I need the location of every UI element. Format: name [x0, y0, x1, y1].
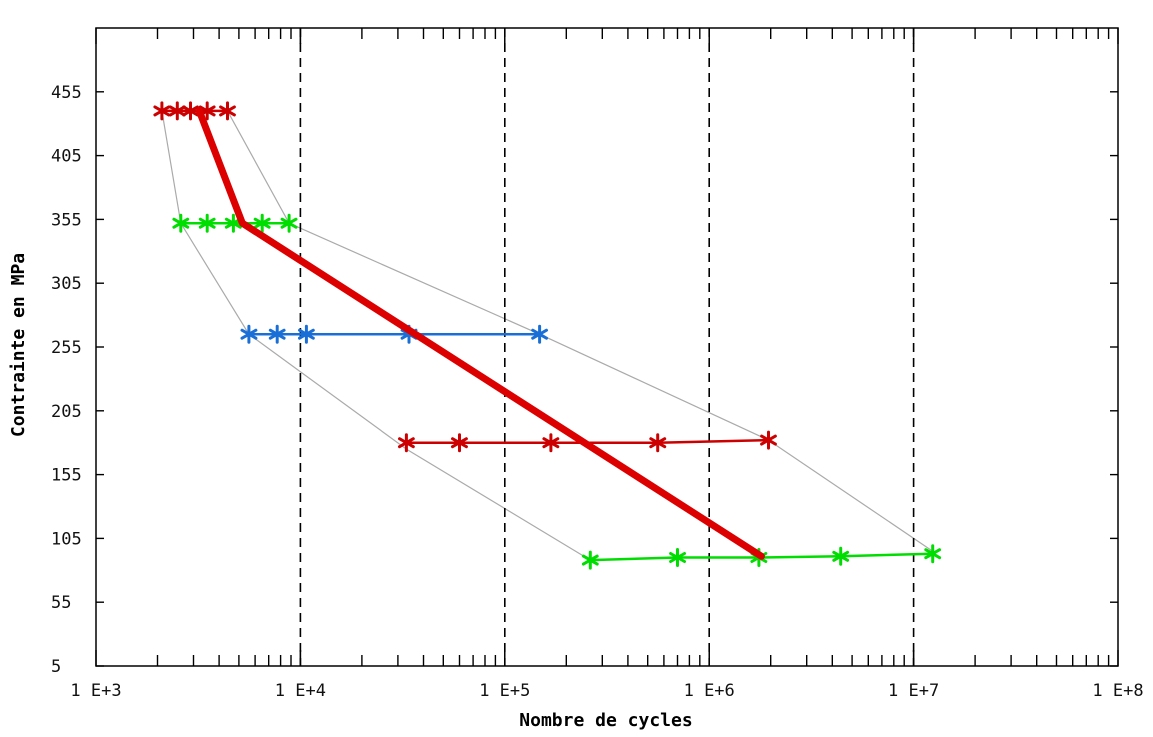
- mean-curve: [195, 107, 765, 560]
- y-axis-title: Contrainte en MPa: [8, 253, 29, 437]
- star-marker: [219, 101, 236, 121]
- star-marker: [531, 324, 548, 344]
- y-tick-label: 255: [51, 338, 82, 358]
- mean-curve-line: [195, 107, 765, 560]
- x-tick-label: 1 E+7: [888, 681, 939, 701]
- data-series: [153, 101, 942, 570]
- star-marker: [451, 433, 468, 453]
- star-marker: [649, 433, 667, 453]
- y-tick-label: 55: [51, 593, 71, 613]
- y-tick-label: 205: [51, 402, 82, 422]
- y-tick-label: 5: [51, 657, 61, 677]
- y-tick-label: 105: [51, 529, 82, 549]
- star-marker: [832, 546, 850, 566]
- y-tick-label: 405: [51, 147, 82, 167]
- star-marker: [298, 324, 315, 344]
- y-tick-label: 355: [51, 210, 82, 230]
- x-tick-label: 1 E+5: [479, 681, 530, 701]
- star-marker: [760, 430, 777, 450]
- star-marker: [398, 433, 415, 453]
- star-marker: [198, 213, 216, 233]
- series: [398, 430, 777, 453]
- y-tick-label: 305: [51, 274, 82, 294]
- series: [240, 324, 548, 344]
- star-marker: [253, 213, 271, 233]
- star-marker: [280, 213, 298, 233]
- x-axis-title: Nombre de cycles: [519, 710, 692, 731]
- star-marker: [924, 544, 942, 564]
- star-marker: [168, 101, 186, 121]
- plot-frame: [95, 27, 1119, 667]
- star-marker: [669, 548, 686, 567]
- tick-marks: [95, 28, 1119, 667]
- x-tick-label: 1 E+4: [275, 681, 326, 701]
- series: [172, 213, 298, 233]
- star-marker: [172, 213, 190, 233]
- y-tick-label: 155: [51, 466, 82, 486]
- x-tick-label: 1 E+8: [1092, 681, 1143, 701]
- decade-dashed-lines: [299, 28, 915, 666]
- x-tick-label: 1 E+6: [684, 681, 735, 701]
- star-marker: [182, 101, 199, 121]
- star-marker: [268, 324, 286, 344]
- envelope-upper-line: [226, 110, 934, 552]
- star-marker: [542, 433, 560, 453]
- series: [153, 101, 236, 121]
- y-tick-label: 455: [51, 83, 82, 103]
- plot-border: [95, 27, 1119, 667]
- star-marker: [153, 101, 171, 121]
- x-tick-labels: 1 E+3 1 E+4 1 E+5 1 E+6 1 E+7 1 E+8: [70, 681, 1143, 701]
- star-marker: [240, 324, 258, 344]
- x-tick-label: 1 E+3: [70, 681, 121, 701]
- star-marker: [581, 550, 599, 570]
